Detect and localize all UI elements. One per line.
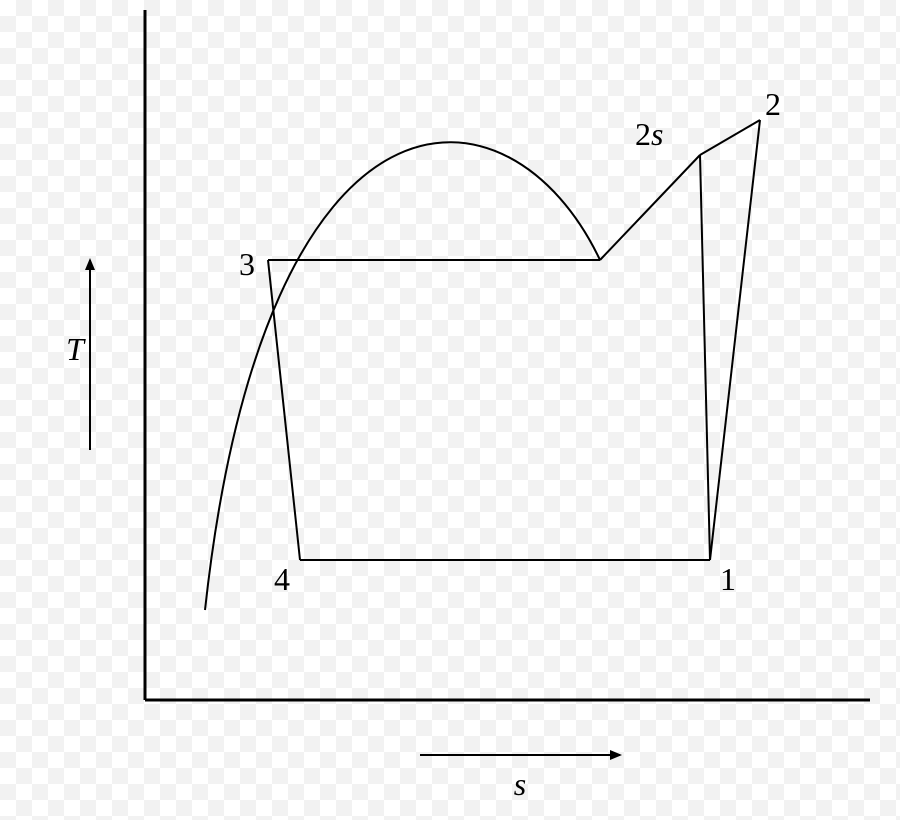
edge-dome_right-p2s xyxy=(600,155,700,260)
label-p1: 1 xyxy=(720,561,736,597)
label-p4: 4 xyxy=(274,561,290,597)
edge-p1-p2 xyxy=(710,120,760,560)
saturation-dome xyxy=(205,142,600,610)
label-p2: 2 xyxy=(765,86,781,122)
edge-p1-p2s xyxy=(700,155,710,560)
cycle-edges xyxy=(268,120,760,560)
label-p2s: 2s xyxy=(635,116,663,152)
edge-p2s-p2 xyxy=(700,120,760,155)
label-p3: 3 xyxy=(239,246,255,282)
edge-p3-p4 xyxy=(268,260,300,560)
x-axis-label: s xyxy=(514,766,526,802)
y-axis-label: T xyxy=(66,331,86,367)
ts-diagram: T s 1 2 2s 3 4 xyxy=(0,0,900,820)
